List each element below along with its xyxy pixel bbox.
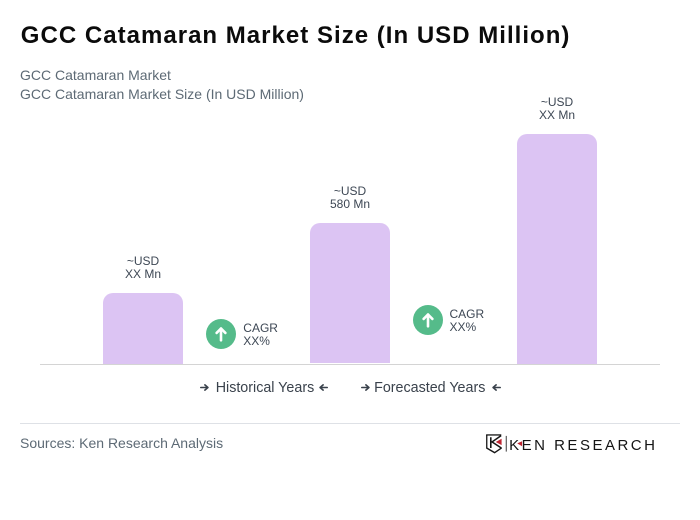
svg-text:KEN RESEARCH: KEN RESEARCH	[509, 437, 657, 454]
